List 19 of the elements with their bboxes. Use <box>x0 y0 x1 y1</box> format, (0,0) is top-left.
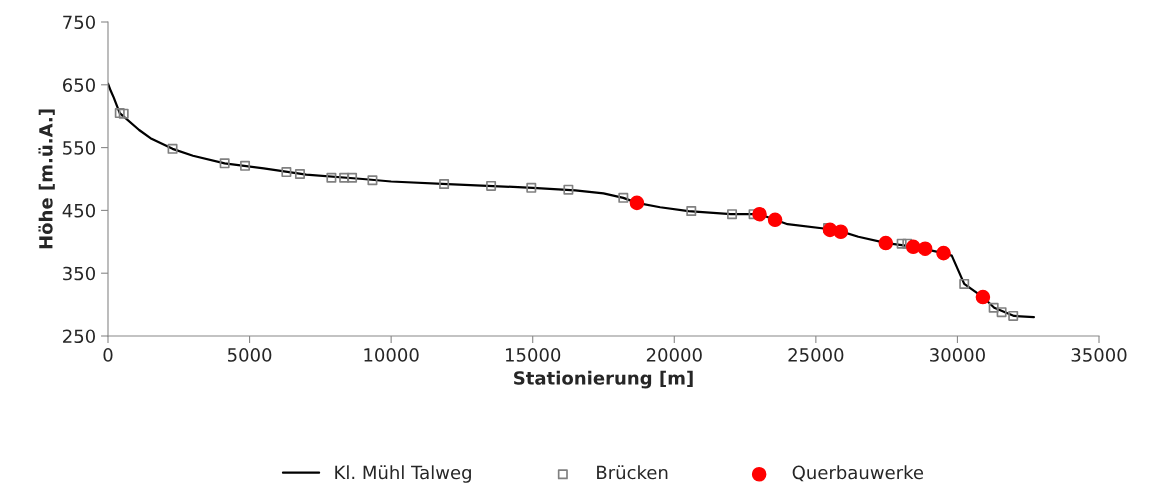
x-tick-label: 0 <box>103 348 113 362</box>
y-tick-label: 650 <box>62 78 95 92</box>
y-tick-label: 550 <box>63 141 95 155</box>
legend-label: Kl. Mühl Talweg <box>335 465 471 483</box>
y-tick-label: 450 <box>62 203 95 218</box>
y-tick-label: 750 <box>63 15 95 30</box>
x-tick-label: 10000 <box>364 348 419 362</box>
x-tick-label: 25000 <box>788 348 844 362</box>
x-tick-label: 15000 <box>505 348 561 362</box>
y-tick-label: 350 <box>63 266 95 281</box>
legend-label: Querbauwerke <box>792 465 924 482</box>
x-tick-label: 5000 <box>227 348 272 362</box>
x-tick-label: 35000 <box>1071 348 1127 362</box>
y-axis-title: Höhe [m.ü.A.] <box>38 109 55 249</box>
x-axis-title: Stationierung [m] <box>514 370 693 389</box>
y-tick-label: 250 <box>63 329 95 344</box>
x-tick-label: 30000 <box>930 348 985 362</box>
x-tick-label: 20000 <box>646 348 702 362</box>
legend-label: Brücken <box>597 465 668 480</box>
